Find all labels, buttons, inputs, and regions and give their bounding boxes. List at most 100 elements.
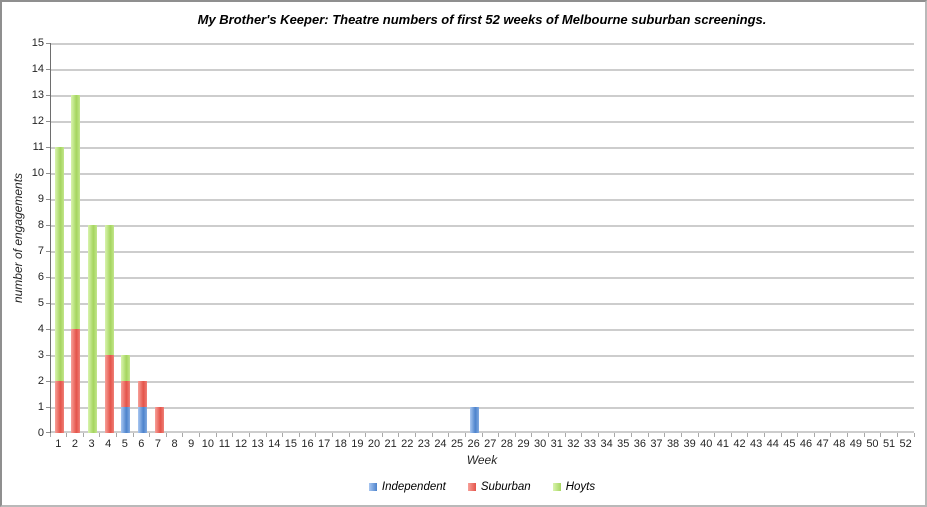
y-tick-label-5: 5 — [37, 297, 44, 309]
x-tick-label-14: 14 — [268, 438, 281, 450]
chart-title: My Brother's Keeper: Theatre numbers of … — [197, 12, 767, 27]
legend-swatch-hoyts-icon — [552, 483, 561, 491]
x-tick-mark-33 — [597, 433, 599, 437]
y-tick-label-10: 10 — [31, 167, 44, 179]
hoyts-bar-week-4 — [104, 225, 114, 355]
x-tick-mark-4 — [115, 433, 117, 437]
x-tick-mark-51 — [896, 433, 898, 437]
x-tick-mark-21 — [398, 433, 400, 437]
x-tick-label-17: 17 — [318, 438, 331, 450]
x-tick-label-39: 39 — [683, 438, 696, 450]
x-tick-mark-11 — [232, 433, 234, 437]
x-tick-label-38: 38 — [666, 438, 680, 450]
x-tick-mark-18 — [348, 433, 350, 437]
x-tick-mark-48 — [847, 433, 849, 437]
gridline-y-5 — [51, 303, 914, 305]
y-tick-mark-5 — [46, 303, 50, 304]
x-tick-label-23: 23 — [417, 438, 430, 450]
x-axis-title: Week — [466, 453, 498, 467]
x-tick-mark-12 — [248, 433, 250, 437]
x-tick-mark-35 — [631, 433, 633, 437]
independent-bar-week-26 — [470, 407, 480, 433]
y-tick-label-6: 6 — [37, 271, 44, 283]
hoyts-bar-week-5 — [121, 355, 131, 381]
y-tick-mark-12 — [46, 121, 50, 122]
x-tick-mark-25 — [464, 433, 466, 437]
x-tick-label-20: 20 — [367, 438, 381, 450]
legend-swatch-independent-icon — [368, 483, 377, 491]
x-tick-label-6: 6 — [138, 438, 145, 450]
y-tick-label-12: 12 — [31, 115, 44, 127]
x-tick-mark-50 — [880, 433, 882, 437]
y-tick-mark-7 — [46, 251, 50, 252]
suburban-bar-week-6 — [137, 381, 147, 407]
gridline-y-15 — [51, 43, 914, 45]
legend: Independent Suburban Hoyts — [50, 481, 914, 493]
x-tick-mark-9 — [199, 433, 201, 437]
x-tick-mark-17 — [331, 433, 333, 437]
x-tick-mark-16 — [315, 433, 317, 437]
x-tick-label-24: 24 — [434, 438, 447, 450]
x-tick-label-15: 15 — [284, 438, 298, 450]
y-tick-mark-3 — [46, 355, 50, 356]
x-tick-label-42: 42 — [733, 438, 746, 450]
x-tick-label-21: 21 — [384, 438, 397, 450]
y-tick-mark-8 — [46, 225, 50, 226]
y-tick-label-8: 8 — [37, 219, 44, 231]
y-tick-mark-15 — [46, 43, 50, 44]
legend-label-suburban: Suburban — [480, 481, 531, 493]
gridline-y-12 — [51, 121, 914, 123]
x-tick-mark-22 — [415, 433, 417, 437]
x-tick-label-48: 48 — [833, 438, 846, 450]
x-tick-mark-14 — [282, 433, 284, 437]
x-tick-label-35: 35 — [617, 438, 630, 450]
x-tick-mark-47 — [830, 433, 832, 437]
x-tick-label-31: 31 — [550, 438, 563, 450]
x-tick-mark-46 — [813, 433, 815, 437]
x-tick-mark-29 — [531, 433, 533, 437]
hoyts-bar-week-1 — [54, 147, 64, 381]
x-tick-mark-45 — [797, 433, 799, 437]
x-tick-label-41: 41 — [716, 438, 730, 450]
plot-area — [50, 43, 914, 433]
legend-item-hoyts: Hoyts — [552, 481, 596, 493]
x-tick-mark-1 — [66, 433, 68, 437]
x-tick-label-44: 44 — [766, 438, 779, 450]
x-tick-mark-43 — [763, 433, 765, 437]
y-tick-mark-13 — [46, 95, 50, 96]
x-tick-label-30: 30 — [534, 438, 547, 450]
gridline-y-1 — [51, 407, 914, 409]
y-tick-mark-4 — [46, 329, 50, 330]
suburban-bar-week-4 — [104, 355, 114, 433]
gridline-y-0 — [51, 431, 914, 433]
x-tick-label-28: 28 — [500, 438, 514, 450]
x-tick-mark-39 — [697, 433, 699, 437]
y-tick-mark-0 — [46, 432, 50, 433]
y-tick-label-2: 2 — [37, 375, 44, 387]
x-tick-mark-34 — [614, 433, 616, 437]
x-tick-mark-44 — [780, 433, 782, 437]
x-tick-label-3: 3 — [88, 438, 95, 450]
legend-label-hoyts: Hoyts — [565, 481, 596, 493]
x-tick-mark-38 — [680, 433, 682, 437]
x-tick-label-26: 26 — [467, 438, 480, 450]
independent-bar-week-6 — [137, 407, 147, 433]
y-tick-mark-10 — [46, 173, 50, 174]
gridline-y-10 — [51, 173, 914, 175]
x-tick-label-52: 52 — [899, 438, 912, 450]
x-tick-label-29: 29 — [517, 438, 530, 450]
y-tick-mark-6 — [46, 277, 50, 278]
suburban-bar-week-7 — [154, 407, 164, 433]
gridline-y-11 — [51, 147, 914, 149]
y-tick-label-9: 9 — [37, 193, 44, 205]
x-tick-mark-13 — [265, 433, 267, 437]
x-tick-mark-42 — [747, 433, 749, 437]
x-tick-label-11: 11 — [218, 438, 231, 450]
x-tick-label-19: 19 — [351, 438, 364, 450]
x-tick-mark-31 — [564, 433, 566, 437]
x-tick-label-34: 34 — [600, 438, 613, 450]
x-tick-label-50: 50 — [866, 438, 879, 450]
x-tick-label-13: 13 — [251, 438, 264, 450]
y-tick-label-7: 7 — [37, 245, 44, 257]
